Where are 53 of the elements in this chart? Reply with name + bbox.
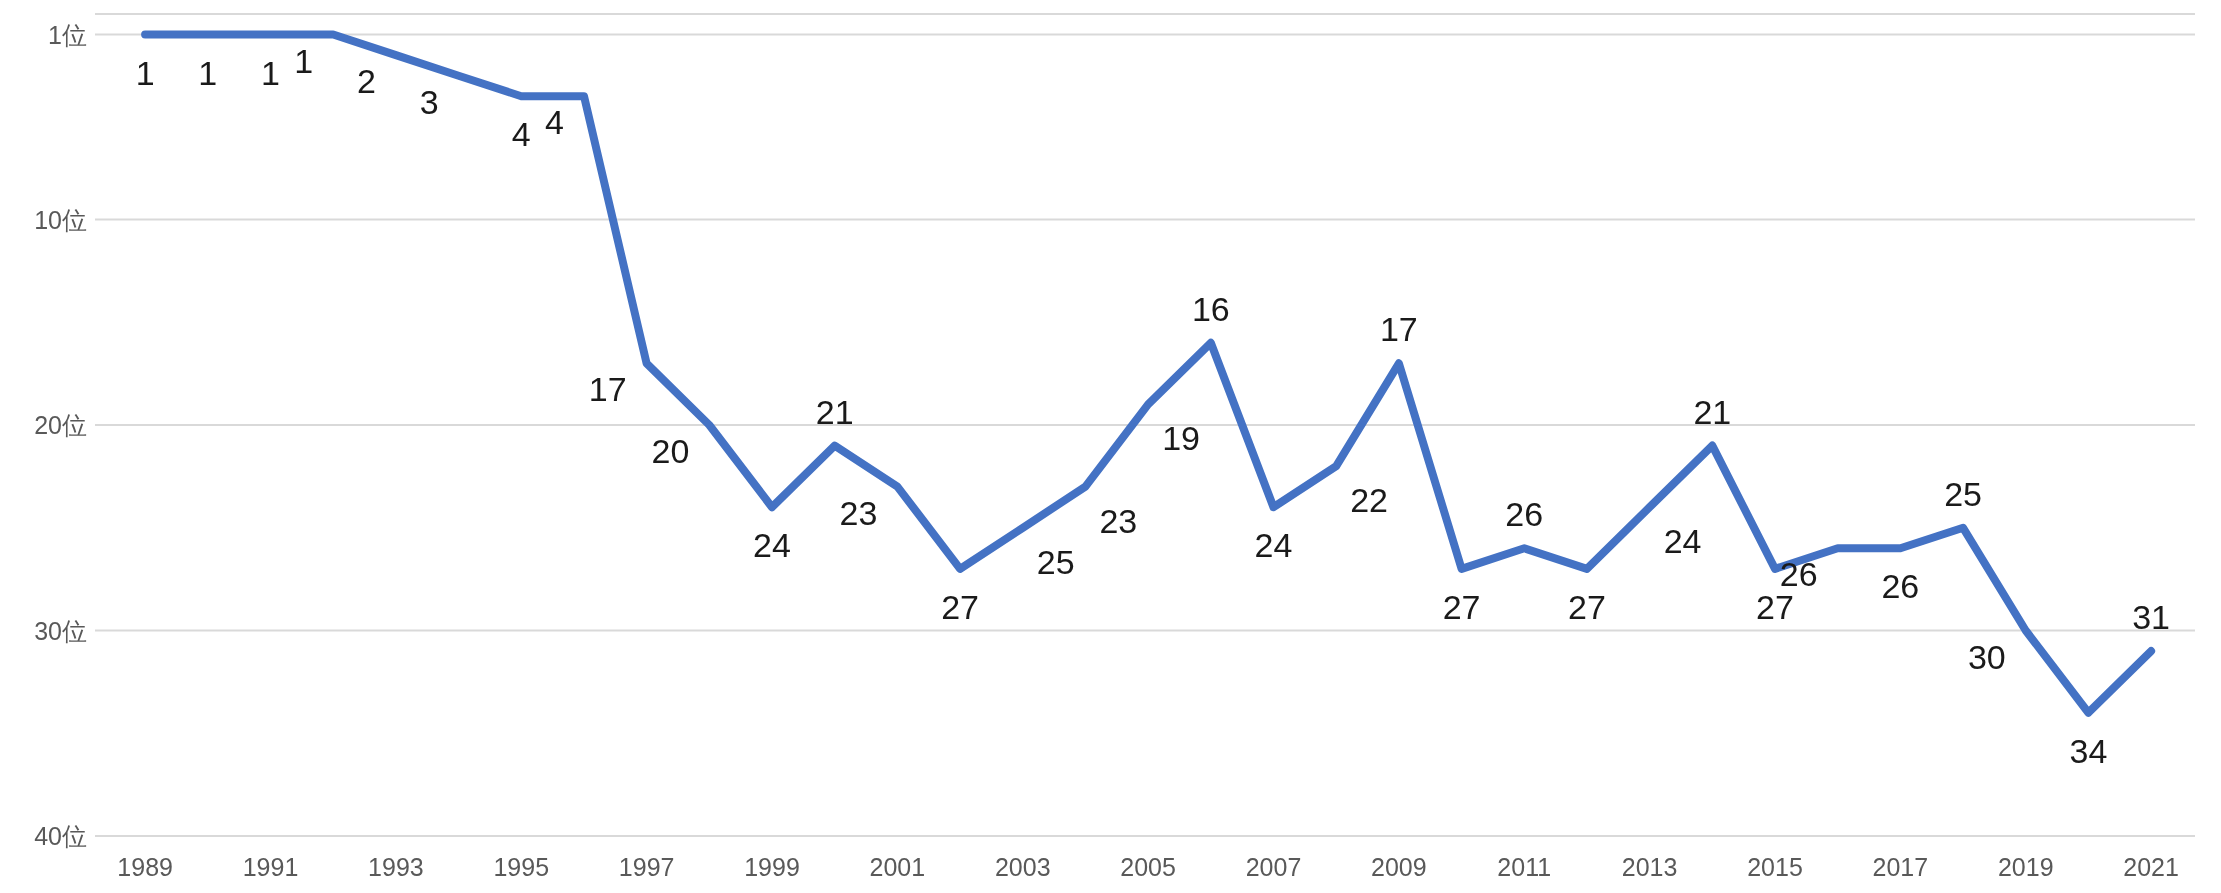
data-label: 24 <box>753 526 791 565</box>
x-tick-label: 1995 <box>493 853 550 881</box>
x-tick-label: 2015 <box>1747 853 1803 881</box>
x-tick-label: 2009 <box>1371 853 1427 881</box>
data-label: 3 <box>419 82 439 121</box>
data-label: 30 <box>1967 637 2006 676</box>
x-tick-label: 2013 <box>1621 853 1678 881</box>
data-label: 22 <box>1350 481 1389 520</box>
x-tick-label: 2007 <box>1245 853 1302 881</box>
data-label: 4 <box>511 115 531 154</box>
data-label: 19 <box>1162 419 1200 458</box>
x-tick-label: 2005 <box>1120 853 1176 881</box>
y-tick-label: 30位 <box>34 616 87 645</box>
x-tick-label: 1991 <box>242 853 299 881</box>
x-tick-label: 1999 <box>744 853 800 881</box>
data-label: 16 <box>1191 289 1230 328</box>
y-tick-label: 40位 <box>34 822 87 850</box>
data-label: 4 <box>545 103 564 142</box>
x-tick-label: 1997 <box>618 853 675 881</box>
data-label: 20 <box>651 432 690 470</box>
data-label: 23 <box>1099 501 1138 540</box>
data-label: 17 <box>588 370 627 409</box>
data-label: 24 <box>1254 526 1293 565</box>
data-label: 21 <box>815 392 854 431</box>
y-tick-label: 10位 <box>34 205 87 234</box>
data-label: 24 <box>1663 522 1702 561</box>
x-tick-label: 2021 <box>2123 853 2179 881</box>
x-tick-label: 1989 <box>117 853 173 881</box>
data-label: 1 <box>261 53 280 92</box>
data-label: 27 <box>1442 587 1481 626</box>
data-label: 1 <box>198 53 218 92</box>
data-label: 31 <box>2132 598 2171 637</box>
x-tick-label: 2019 <box>1997 853 2054 881</box>
data-label: 27 <box>941 587 979 626</box>
x-tick-label: 2001 <box>869 853 926 881</box>
y-tick-label: 1位 <box>48 20 87 49</box>
data-label: 26 <box>1505 495 1544 534</box>
y-tick-label: 20位 <box>34 411 87 439</box>
data-label: 17 <box>1379 310 1418 349</box>
data-label: 2 <box>356 62 376 101</box>
data-label: 25 <box>1036 542 1075 581</box>
data-label: 26 <box>1881 567 1920 606</box>
data-label: 27 <box>1568 587 1606 626</box>
data-label: 1 <box>294 41 314 80</box>
x-tick-label: 2003 <box>994 853 1051 881</box>
x-tick-label: 2011 <box>1497 853 1552 881</box>
x-tick-label: 1993 <box>368 853 424 881</box>
data-label: 34 <box>2069 731 2108 770</box>
data-label: 1 <box>135 53 155 92</box>
data-label: 25 <box>1944 474 1982 513</box>
data-label: 23 <box>839 493 878 532</box>
x-tick-label: 2017 <box>1872 853 1929 881</box>
data-label: 21 <box>1693 392 1732 431</box>
